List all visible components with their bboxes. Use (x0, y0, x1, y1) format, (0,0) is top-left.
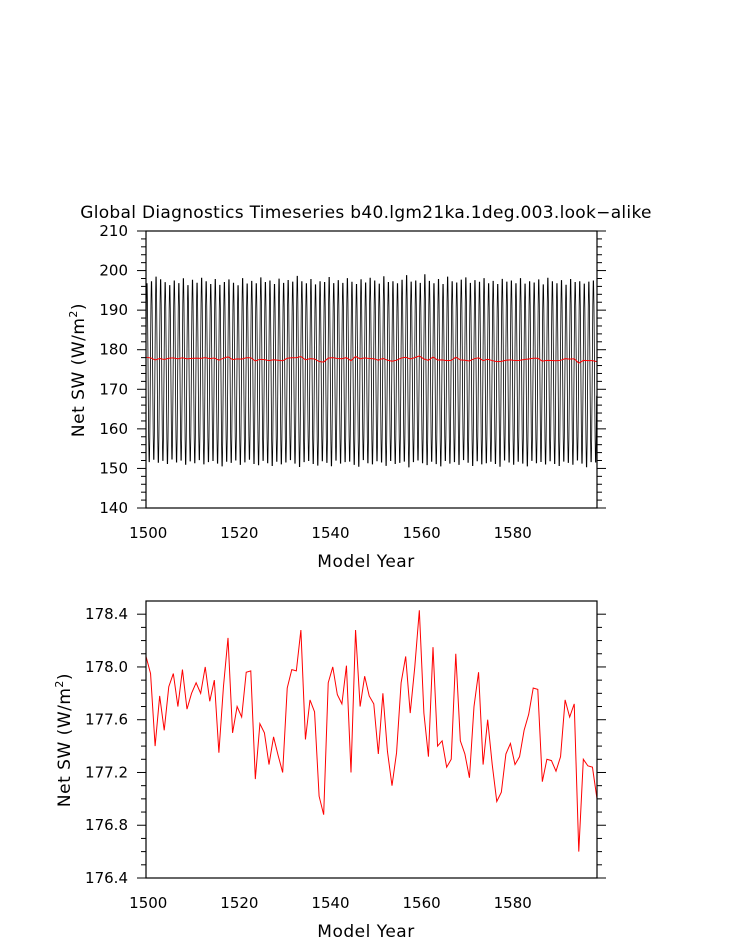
bottom-tick-labels: 1500 1520 1540 1560 1580 176.4 176.8 177.2 177.6… (85, 605, 532, 912)
bottom-y-tick-label: 177.2 (85, 763, 128, 781)
top-annual-mean-line (145, 355, 598, 364)
bottom-y-tick-label: 178.0 (85, 658, 128, 676)
bottom-axis-ticks (137, 613, 606, 879)
bottom-y-tick-label: 178.4 (85, 605, 128, 623)
top-plot-frame (145, 230, 598, 509)
top-y-tick-label: 140 (99, 499, 128, 517)
top-y-tick-label: 150 (99, 459, 128, 477)
bottom-x-tick-label: 1520 (220, 894, 258, 912)
top-y-tick-label: 190 (99, 301, 128, 319)
top-y-tick-label: 170 (99, 380, 128, 398)
bottom-x-axis-label: Model Year (317, 922, 414, 942)
bottom-plot-frame (145, 600, 598, 879)
top-tick-labels: 1500 1520 1540 1560 1580 140 150 160 170 180 190 20… (99, 222, 531, 542)
bottom-plot-area (145, 610, 598, 852)
top-y-tick-label: 180 (99, 341, 128, 359)
bottom-x-tick-label: 1560 (403, 894, 441, 912)
bottom-y-axis-label: Net SW (W/m2) (53, 673, 75, 807)
top-y-tick-label: 200 (99, 262, 128, 280)
top-monthly-series-line (145, 274, 598, 468)
top-x-tick-label: 1520 (220, 524, 258, 542)
bottom-panel: 1500 1520 1540 1560 1580 176.4 176.8 177.2 177.6… (53, 600, 606, 942)
top-x-tick-label: 1500 (129, 524, 167, 542)
top-plot-area (145, 274, 598, 468)
top-x-tick-label: 1580 (494, 524, 532, 542)
bottom-x-tick-label: 1540 (311, 894, 349, 912)
top-axis-ticks (137, 230, 606, 509)
bottom-y-tick-label: 176.8 (85, 816, 128, 834)
top-y-tick-label: 160 (99, 420, 128, 438)
top-panel: 1500 1520 1540 1560 1580 140 150 160 170 180 190 20… (67, 222, 606, 572)
bottom-x-tick-label: 1500 (129, 894, 167, 912)
bottom-annual-mean-line (145, 610, 598, 852)
bottom-x-tick-label: 1580 (494, 894, 532, 912)
top-y-axis-label: Net SW (W/m2) (67, 303, 89, 437)
top-y-tick-label: 210 (99, 222, 128, 240)
top-x-tick-label: 1540 (311, 524, 349, 542)
bottom-y-tick-label: 177.6 (85, 711, 128, 729)
bottom-y-tick-label: 176.4 (85, 869, 128, 887)
top-x-axis-label: Model Year (317, 552, 414, 572)
figure-title: Global Diagnostics Timeseries b40.lgm21k… (80, 203, 652, 223)
top-x-tick-label: 1560 (403, 524, 441, 542)
